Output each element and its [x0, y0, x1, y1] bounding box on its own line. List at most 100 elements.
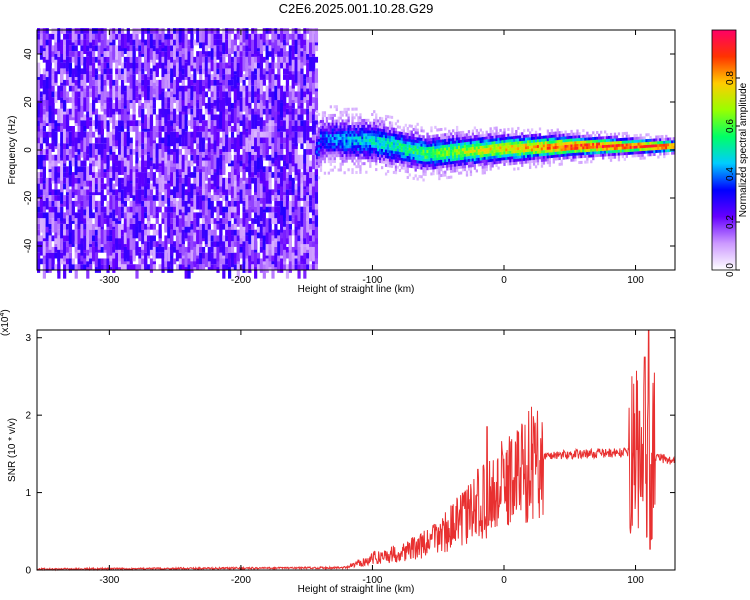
heatmap-cell	[129, 68, 133, 75]
heatmap-cell	[365, 127, 368, 131]
heatmap-cell	[446, 176, 449, 180]
heatmap-cell	[254, 200, 258, 207]
heatmap-cell	[228, 229, 232, 245]
heatmap-cell	[106, 189, 110, 196]
heatmap-cell	[129, 114, 133, 121]
heatmap-cell	[311, 246, 316, 262]
heatmap-cell	[245, 160, 249, 167]
heatmap-cell	[210, 108, 214, 115]
heatmap-cell	[384, 149, 388, 153]
heatmap-cell	[152, 172, 156, 187]
heatmap-cell	[485, 147, 488, 151]
heatmap-cell	[187, 51, 191, 66]
heatmap-cell	[242, 258, 246, 273]
heatmap-cell	[213, 223, 217, 230]
heatmap-cell	[495, 149, 498, 153]
heatmap-cell	[454, 143, 457, 147]
heatmap-cell	[268, 172, 272, 178]
heatmap-cell	[201, 183, 206, 190]
heatmap-cell	[149, 160, 154, 167]
heatmap-cell	[167, 39, 171, 46]
heatmap-cell	[219, 45, 223, 52]
heatmap-cell	[213, 45, 217, 52]
heatmap-cell	[288, 108, 292, 115]
heatmap-cell	[491, 132, 494, 136]
heatmap-cell	[184, 143, 188, 150]
heatmap-cell	[89, 218, 93, 224]
heatmap-cell	[74, 264, 78, 279]
heatmap-cell	[155, 229, 159, 236]
heatmap-cell	[469, 135, 473, 139]
heatmap-cell	[300, 206, 304, 213]
heatmap-cell	[388, 150, 392, 154]
heatmap-cell	[434, 146, 437, 150]
heatmap-cell	[323, 122, 327, 126]
heatmap-cell	[309, 91, 313, 106]
heatmap-cell	[135, 33, 139, 49]
heatmap-cell	[256, 68, 261, 83]
heatmap-cell	[63, 264, 67, 279]
heatmap-cell	[345, 133, 348, 137]
heatmap-cell	[245, 258, 249, 273]
heatmap-cell	[359, 156, 362, 160]
heatmap-cell	[347, 142, 350, 146]
heatmap-cell	[63, 229, 67, 236]
heatmap-cell	[100, 33, 104, 40]
heatmap-cell	[77, 39, 81, 46]
heatmap-cell	[126, 212, 130, 227]
heatmap-cell	[442, 136, 445, 140]
heatmap-cell	[37, 229, 41, 236]
heatmap-cell	[65, 166, 70, 173]
heatmap-cell	[39, 143, 44, 150]
heatmap-cell	[97, 154, 101, 170]
heatmap-cell	[89, 102, 93, 118]
heatmap-cell	[146, 79, 151, 86]
heatmap-cell	[173, 160, 177, 167]
heatmap-cell	[248, 33, 252, 49]
heatmap-cell	[436, 168, 439, 172]
heatmap-cell	[89, 223, 93, 230]
heatmap-cell	[386, 144, 390, 148]
heatmap-cell	[199, 223, 203, 230]
heatmap-cell	[357, 121, 360, 125]
heatmap-cell	[178, 45, 183, 52]
heatmap-cell	[57, 172, 61, 178]
heatmap-cell	[48, 149, 52, 164]
heatmap-cell	[219, 62, 223, 78]
heatmap-cell	[37, 74, 41, 80]
heatmap-cell	[118, 154, 122, 161]
heatmap-cell	[485, 162, 488, 166]
heatmap-cell	[297, 45, 301, 60]
heatmap-cell	[120, 108, 125, 115]
heatmap-cell	[479, 145, 482, 149]
heatmap-cell	[306, 39, 310, 54]
heatmap-cell	[277, 97, 281, 112]
heatmap-cell	[83, 258, 87, 265]
heatmap-cell	[461, 145, 465, 149]
heatmap-cell	[416, 140, 419, 144]
heatmap-cell	[65, 252, 70, 259]
heatmap-cell	[380, 166, 384, 170]
heatmap-cell	[48, 143, 52, 150]
heatmap-cell	[199, 229, 203, 245]
heatmap-cell	[37, 102, 41, 118]
heatmap-cell	[63, 160, 67, 167]
heatmap-cell	[149, 195, 154, 201]
heatmap-cell	[152, 246, 156, 262]
heatmap-cell	[60, 28, 64, 34]
heatmap-cell	[349, 130, 352, 134]
heatmap-cell	[100, 160, 104, 175]
heatmap-cell	[337, 125, 340, 129]
heatmap-cell	[497, 152, 500, 156]
heatmap-cell	[97, 74, 101, 80]
heatmap-cell	[465, 162, 469, 166]
heatmap-cell	[297, 166, 301, 173]
heatmap-cell	[129, 252, 133, 259]
heatmap-cell	[144, 229, 148, 236]
heatmap-cell	[155, 218, 159, 224]
heatmap-cell	[213, 51, 217, 57]
heatmap-cell	[442, 170, 445, 174]
heatmap-cell	[319, 148, 323, 152]
heatmap-cell	[343, 142, 346, 146]
heatmap-cell	[178, 91, 183, 98]
